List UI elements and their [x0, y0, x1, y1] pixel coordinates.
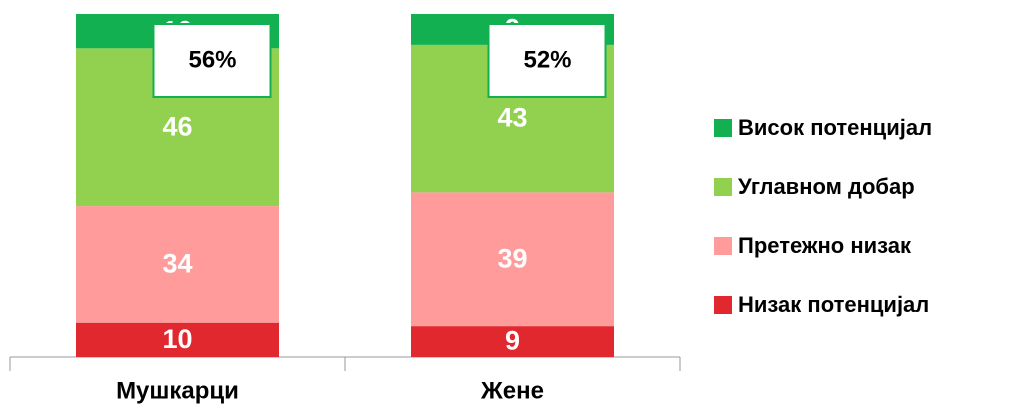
data-label: 10: [162, 324, 192, 354]
data-label: 39: [497, 243, 527, 273]
annotation: 56%: [188, 46, 236, 73]
x-tick-label: Жене: [480, 377, 544, 404]
annotation-box: [152, 23, 272, 98]
bar-segment: [76, 322, 279, 357]
legend-swatch: [714, 119, 732, 137]
legend-swatch: [714, 296, 732, 314]
legend-swatch: [714, 237, 732, 255]
bar-segment: [76, 206, 279, 323]
data-label: 9: [505, 326, 520, 356]
bar-segment: [411, 192, 614, 327]
x-tick-label: Мушкарци: [116, 377, 239, 404]
legend-swatch: [714, 178, 732, 196]
legend-label: Углавном добар: [738, 174, 915, 199]
bar-segment: [411, 326, 614, 357]
legend-label: Висок потенцијал: [738, 115, 932, 140]
data-label: 34: [162, 249, 192, 279]
data-label: 46: [162, 111, 192, 141]
annotation: 52%: [523, 46, 571, 73]
data-label: 43: [497, 103, 527, 133]
legend-label: Претежно низак: [738, 233, 912, 258]
annotation-box: [487, 23, 607, 98]
legend-label: Низак потенцијал: [738, 292, 929, 317]
